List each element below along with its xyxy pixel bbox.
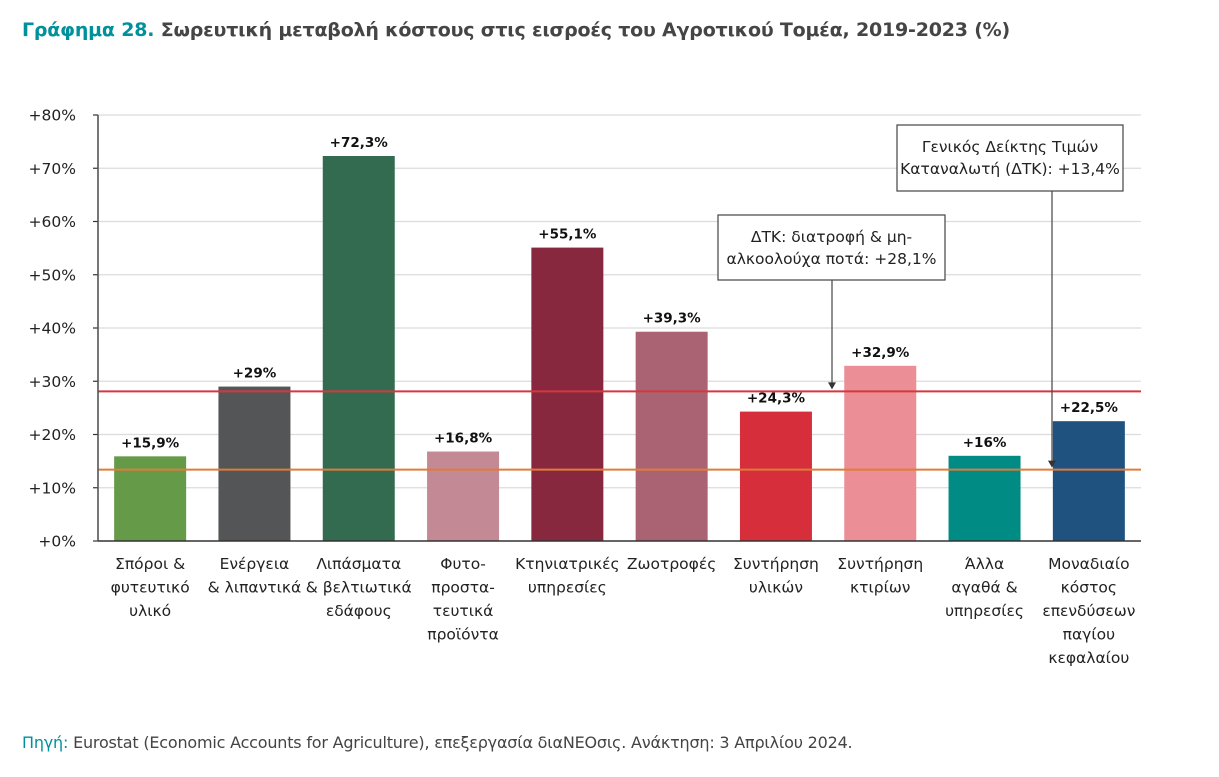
category-label: Ενέργεια bbox=[220, 555, 290, 573]
source-label: Πηγή: bbox=[22, 733, 69, 752]
reference-lines bbox=[98, 390, 1141, 471]
category-label: Σπόροι & bbox=[115, 555, 185, 573]
bar bbox=[948, 455, 1021, 541]
y-tick-label: +70% bbox=[29, 160, 76, 178]
source-note: Πηγή: Eurostat (Economic Accounts for Ag… bbox=[22, 733, 853, 752]
value-label: +72,3% bbox=[330, 135, 389, 151]
bar bbox=[322, 156, 395, 541]
category-label: προϊόντα bbox=[427, 626, 499, 644]
bar bbox=[218, 386, 291, 541]
annotation-text: αλκοολούχα ποτά: +28,1% bbox=[727, 250, 937, 268]
y-tick-label: +50% bbox=[29, 266, 76, 284]
annotation-text: ΔΤΚ: διατροφή & μη- bbox=[751, 228, 912, 246]
y-tick-label: +0% bbox=[38, 533, 76, 551]
bar bbox=[844, 365, 917, 541]
arrow-head-icon bbox=[828, 382, 836, 390]
arrow-head-icon bbox=[1048, 460, 1056, 468]
bar bbox=[1052, 421, 1125, 541]
category-label: Λιπάσματα bbox=[316, 555, 401, 573]
category-label: & λιπαντικά bbox=[208, 579, 302, 597]
y-tick-label: +30% bbox=[29, 373, 76, 391]
y-tick-label: +20% bbox=[29, 426, 76, 444]
bars bbox=[114, 156, 1125, 541]
chart-number: Γράφημα 28. bbox=[22, 19, 155, 41]
annotation-text: Καταναλωτή (ΔΤΚ): +13,4% bbox=[900, 160, 1120, 178]
value-label: +39,3% bbox=[643, 311, 702, 327]
axes bbox=[93, 114, 1141, 542]
bar bbox=[635, 331, 708, 541]
source-text: Eurostat (Economic Accounts for Agricult… bbox=[73, 733, 853, 752]
bar bbox=[739, 411, 812, 541]
annotation-callout: Γενικός Δείκτης Τιμών Καταναλωτή (ΔΤΚ): +… bbox=[896, 124, 1124, 468]
category-label: προστα- bbox=[431, 579, 495, 597]
value-label: +55,1% bbox=[538, 227, 597, 243]
category-label: Άλλα bbox=[965, 555, 1004, 573]
category-label: Συντήρηση bbox=[837, 555, 923, 573]
category-label: & βελτιωτικά bbox=[306, 579, 412, 597]
category-label: κεφαλαίου bbox=[1048, 649, 1129, 667]
category-label: αγαθά & bbox=[951, 579, 1017, 597]
value-label: +16,8% bbox=[434, 431, 493, 447]
bar-chart: +0% +10% +20% +30% +40% +50% +60% +70% +80% +15,… bbox=[29, 107, 1141, 667]
value-label: +32,9% bbox=[851, 345, 910, 361]
category-label: Μοναδιαίο bbox=[1048, 555, 1129, 573]
y-tick-label: +60% bbox=[29, 213, 76, 231]
value-label: +22,5% bbox=[1060, 400, 1119, 416]
annotation-callout: ΔΤΚ: διατροφή & μη-αλκοολούχα ποτά: +28,… bbox=[717, 214, 946, 390]
category-label: κτιρίων bbox=[850, 579, 910, 597]
y-tick-label: +10% bbox=[29, 479, 76, 497]
category-label: υλικό bbox=[129, 602, 171, 620]
value-label: +15,9% bbox=[121, 435, 180, 451]
category-label: υπηρεσίες bbox=[945, 602, 1024, 620]
category-label: εδάφους bbox=[326, 602, 392, 620]
category-labels: Σπόροι & φυτευτικό υλικό Ενέργεια & λιπαντικ… bbox=[111, 555, 1136, 667]
value-labels: +15,9% +29% +72,3% +16,8% +55,1% +39,3% +24,3%… bbox=[121, 135, 1118, 451]
category-label: Φυτο- bbox=[440, 555, 486, 573]
annotation-box bbox=[896, 124, 1124, 192]
category-label: Συντήρηση bbox=[733, 555, 819, 573]
bar bbox=[427, 451, 500, 541]
chart-title-text: Σωρευτική μεταβολή κόστους στις εισροές … bbox=[160, 19, 1011, 41]
category-label: υλικών bbox=[749, 579, 803, 597]
value-label: +16% bbox=[963, 435, 1007, 451]
value-label: +29% bbox=[233, 366, 277, 382]
y-tick-labels: +0% +10% +20% +30% +40% +50% +60% +70% +80% bbox=[29, 107, 76, 551]
category-label: κόστος bbox=[1061, 579, 1117, 597]
category-label: επενδύσεων bbox=[1042, 602, 1135, 620]
category-label: Κτηνιατρικές bbox=[515, 555, 619, 573]
bar bbox=[531, 247, 604, 541]
category-label: τευτικά bbox=[433, 602, 494, 620]
value-label: +24,3% bbox=[747, 391, 806, 407]
annotations: ΔΤΚ: διατροφή & μη-αλκοολούχα ποτά: +28,… bbox=[717, 124, 1124, 468]
category-label: Ζωοτροφές bbox=[627, 555, 716, 573]
annotation-box bbox=[717, 214, 946, 281]
category-label: φυτευτικό bbox=[111, 579, 190, 597]
category-label: παγίου bbox=[1063, 626, 1115, 644]
category-label: υπηρεσίες bbox=[528, 579, 607, 597]
y-tick-label: +40% bbox=[29, 320, 76, 338]
chart-title: Γράφημα 28. Σωρευτική μεταβολή κόστους σ… bbox=[22, 19, 1010, 41]
y-tick-label: +80% bbox=[29, 107, 76, 125]
annotation-text: Γενικός Δείκτης Τιμών bbox=[922, 138, 1098, 156]
